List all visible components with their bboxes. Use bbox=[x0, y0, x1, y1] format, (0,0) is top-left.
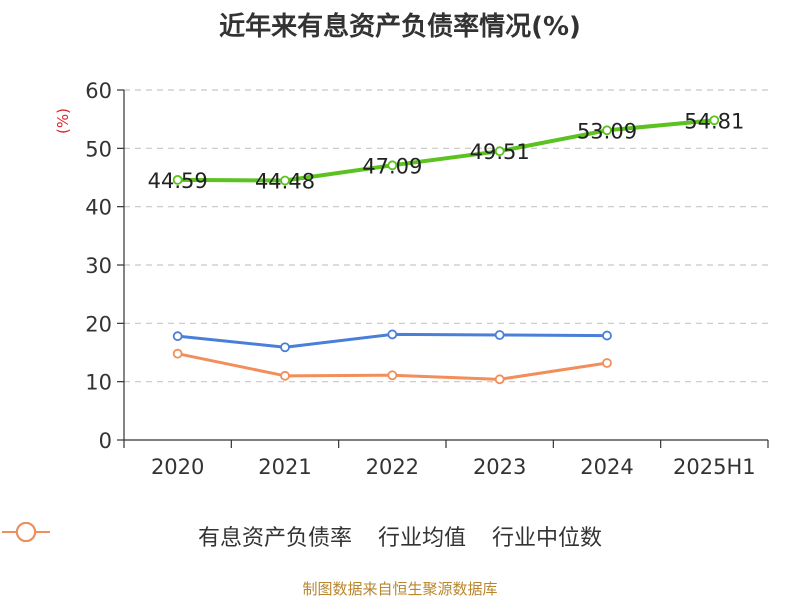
legend-item-main[interactable]: 有息资产负债率 bbox=[2, 520, 352, 552]
data-point-median bbox=[280, 370, 290, 381]
series-line-main bbox=[177, 118, 715, 183]
x-tick-label: 2020 bbox=[151, 455, 204, 479]
legend-swatch-median-icon bbox=[2, 522, 50, 542]
data-point-avg bbox=[602, 330, 612, 341]
data-point-median bbox=[602, 358, 612, 368]
data-point-main bbox=[494, 146, 505, 157]
x-tick-label: 2023 bbox=[473, 455, 526, 479]
chart-legend: 有息资产负债率 行业均值 行业中位数 bbox=[0, 520, 800, 552]
legend-label-avg: 行业均值 bbox=[377, 526, 466, 551]
legend-label-main: 有息资产负债率 bbox=[197, 526, 352, 551]
data-label-main: 47.09 bbox=[362, 154, 422, 178]
chart-title: 近年来有息资产负债率情况(%) bbox=[219, 12, 581, 42]
data-point-main bbox=[387, 160, 398, 171]
x-tick-label: 2022 bbox=[366, 455, 419, 479]
data-point-avg bbox=[494, 330, 505, 340]
data-label-main: 44.48 bbox=[255, 170, 315, 194]
data-point-main bbox=[172, 174, 183, 185]
data-label-main: 49.51 bbox=[470, 140, 530, 164]
data-point-median bbox=[172, 348, 183, 359]
data-label-main: 44.59 bbox=[148, 169, 208, 193]
y-tick-label: 0 bbox=[99, 429, 112, 453]
x-tick-label: 2021 bbox=[258, 455, 311, 479]
data-point-main bbox=[280, 175, 290, 186]
y-tick-label: 50 bbox=[85, 137, 112, 161]
legend-item-median[interactable]: 行业中位数 bbox=[2, 520, 603, 552]
data-point-main bbox=[709, 115, 720, 126]
y-tick-label: 40 bbox=[85, 196, 112, 220]
x-tick-label: 2024 bbox=[580, 455, 633, 479]
data-label-main: 53.09 bbox=[577, 119, 637, 143]
y-tick-label: 10 bbox=[85, 371, 112, 395]
data-label-main: 54.81 bbox=[684, 109, 744, 133]
data-point-main bbox=[602, 125, 612, 136]
data-point-avg bbox=[280, 342, 290, 353]
y-tick-label: 60 bbox=[85, 79, 112, 103]
legend-item-avg[interactable]: 行业均值 bbox=[2, 520, 466, 552]
data-point-avg bbox=[387, 329, 398, 340]
data-point-median bbox=[494, 374, 505, 385]
legend-label-median: 行业中位数 bbox=[492, 526, 603, 551]
y-tick-label: 30 bbox=[85, 254, 112, 278]
data-point-avg bbox=[172, 331, 183, 342]
source-footer: 制图数据来自恒生聚源数据库 bbox=[302, 580, 498, 598]
y-tick-label: 20 bbox=[85, 312, 112, 336]
data-point-median bbox=[387, 370, 398, 381]
x-tick-label: 2025H1 bbox=[673, 455, 756, 479]
